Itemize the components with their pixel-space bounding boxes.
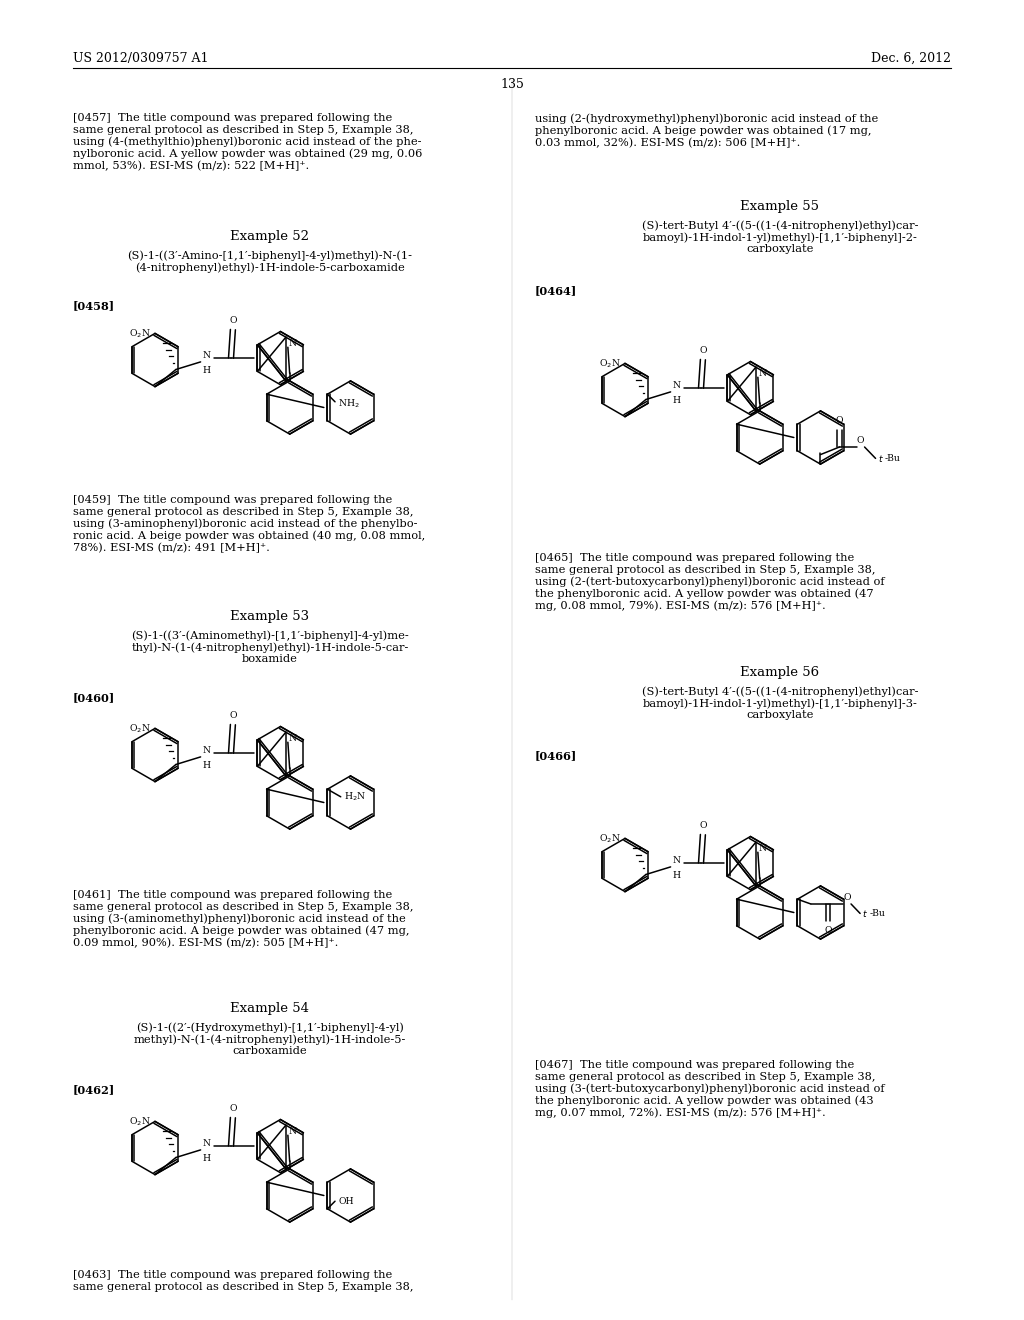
Text: OH: OH	[338, 1197, 353, 1205]
Text: [0463]  The title compound was prepared following the
same general protocol as d: [0463] The title compound was prepared f…	[73, 1270, 414, 1291]
Text: Dec. 6, 2012: Dec. 6, 2012	[871, 51, 951, 65]
Text: H: H	[203, 760, 211, 770]
Text: [0462]: [0462]	[73, 1084, 116, 1096]
Text: O: O	[229, 315, 237, 325]
Text: N: N	[289, 339, 297, 348]
Text: O$_2$N: O$_2$N	[599, 358, 621, 370]
Text: O$_2$N: O$_2$N	[129, 722, 151, 735]
Text: Example 52: Example 52	[230, 230, 309, 243]
Text: $\it{t}$: $\it{t}$	[862, 908, 868, 919]
Text: (S)-1-((3′-Amino-[1,1′-biphenyl]-4-yl)methyl)-N-(1-
(4-nitrophenyl)ethyl)-1H-ind: (S)-1-((3′-Amino-[1,1′-biphenyl]-4-yl)me…	[128, 249, 413, 273]
Text: 135: 135	[500, 78, 524, 91]
Text: [0465]  The title compound was prepared following the
same general protocol as d: [0465] The title compound was prepared f…	[535, 553, 885, 611]
Text: N: N	[673, 381, 681, 389]
Text: N: N	[203, 1139, 211, 1148]
Text: [0460]: [0460]	[73, 692, 116, 704]
Text: (S)-1-((2′-(Hydroxymethyl)-[1,1′-biphenyl]-4-yl)
methyl)-N-(1-(4-nitrophenyl)eth: (S)-1-((2′-(Hydroxymethyl)-[1,1′-bipheny…	[134, 1022, 407, 1056]
Text: N: N	[759, 370, 767, 379]
Text: O$_2$N: O$_2$N	[599, 832, 621, 845]
Text: (S)-tert-Butyl 4′-((5-((1-(4-nitrophenyl)ethyl)car-
bamoyl)-1H-indol-1-yl)methyl: (S)-tert-Butyl 4′-((5-((1-(4-nitrophenyl…	[642, 686, 919, 721]
Text: O: O	[856, 436, 864, 445]
Text: US 2012/0309757 A1: US 2012/0309757 A1	[73, 51, 209, 65]
Text: H: H	[203, 366, 211, 375]
Text: NH$_2$: NH$_2$	[338, 397, 359, 411]
Text: [0458]: [0458]	[73, 300, 115, 312]
Text: O: O	[229, 710, 237, 719]
Text: Example 54: Example 54	[230, 1002, 309, 1015]
Text: H: H	[673, 396, 681, 405]
Text: N: N	[203, 746, 211, 755]
Text: Example 53: Example 53	[230, 610, 309, 623]
Text: [0457]  The title compound was prepared following the
same general protocol as d: [0457] The title compound was prepared f…	[73, 114, 422, 172]
Text: O$_2$N: O$_2$N	[129, 327, 151, 339]
Text: (S)-1-((3′-(Aminomethyl)-[1,1′-biphenyl]-4-yl)me-
thyl)-N-(1-(4-nitrophenyl)ethy: (S)-1-((3′-(Aminomethyl)-[1,1′-biphenyl]…	[131, 630, 409, 664]
Text: -Bu: -Bu	[885, 454, 900, 463]
Text: H: H	[203, 1154, 211, 1163]
Text: H$_2$N: H$_2$N	[344, 791, 366, 803]
Text: O: O	[843, 892, 851, 902]
Text: [0461]  The title compound was prepared following the
same general protocol as d: [0461] The title compound was prepared f…	[73, 890, 414, 948]
Text: N: N	[759, 845, 767, 853]
Text: O$_2$N: O$_2$N	[129, 1115, 151, 1127]
Text: N: N	[673, 855, 681, 865]
Text: [0459]  The title compound was prepared following the
same general protocol as d: [0459] The title compound was prepared f…	[73, 495, 425, 553]
Text: $\it{t}$: $\it{t}$	[878, 453, 884, 463]
Text: [0464]: [0464]	[535, 285, 578, 296]
Text: N: N	[289, 734, 297, 743]
Text: O: O	[699, 346, 707, 355]
Text: -Bu: -Bu	[869, 909, 885, 917]
Text: (S)-tert-Butyl 4′-((5-((1-(4-nitrophenyl)ethyl)car-
bamoyl)-1H-indol-1-yl)methyl: (S)-tert-Butyl 4′-((5-((1-(4-nitrophenyl…	[642, 220, 919, 255]
Text: O: O	[229, 1104, 237, 1113]
Text: N: N	[289, 1127, 297, 1137]
Text: O: O	[699, 821, 707, 829]
Text: O: O	[836, 416, 843, 425]
Text: Example 56: Example 56	[740, 667, 819, 678]
Text: using (2-(hydroxymethyl)phenyl)boronic acid instead of the
phenylboronic acid. A: using (2-(hydroxymethyl)phenyl)boronic a…	[535, 114, 879, 148]
Text: H: H	[673, 871, 681, 880]
Text: O: O	[824, 925, 831, 935]
Text: [0467]  The title compound was prepared following the
same general protocol as d: [0467] The title compound was prepared f…	[535, 1060, 885, 1118]
Text: N: N	[203, 351, 211, 360]
Text: [0466]: [0466]	[535, 750, 578, 762]
Text: Example 55: Example 55	[740, 201, 819, 213]
